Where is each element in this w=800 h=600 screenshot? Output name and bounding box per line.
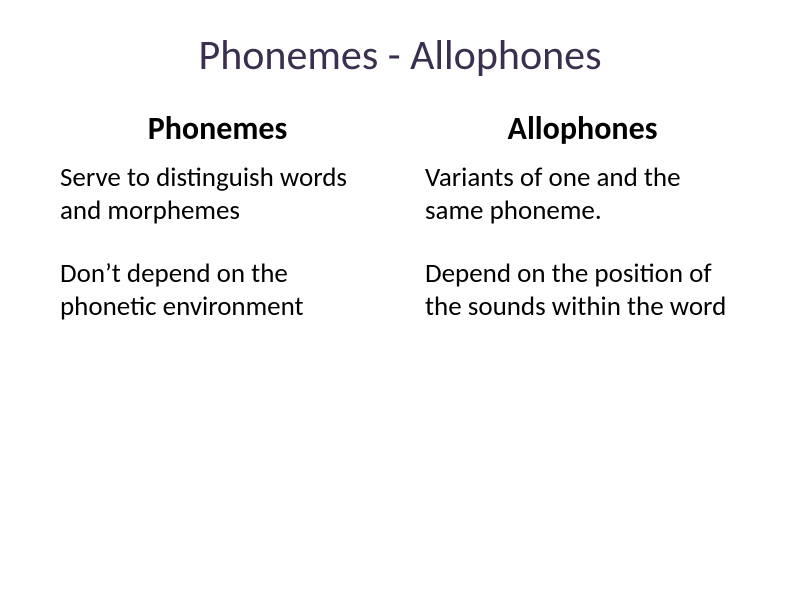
column-heading-allophones: Allophones	[425, 109, 740, 148]
slide: Phonemes - Allophones Phonemes Serve to …	[0, 0, 800, 600]
phonemes-para-1: Serve to distinguish words and morphemes	[60, 162, 375, 228]
columns-container: Phonemes Serve to distinguish words and …	[60, 109, 740, 560]
column-heading-phonemes: Phonemes	[60, 109, 375, 148]
allophones-para-2: Depend on the position of the sounds wit…	[425, 258, 740, 324]
column-allophones: Allophones Variants of one and the same …	[425, 109, 740, 560]
slide-title: Phonemes - Allophones	[60, 30, 740, 81]
allophones-para-1: Variants of one and the same phoneme.	[425, 162, 740, 228]
phonemes-para-2: Don’t depend on the phonetic environment	[60, 258, 375, 324]
column-phonemes: Phonemes Serve to distinguish words and …	[60, 109, 375, 560]
